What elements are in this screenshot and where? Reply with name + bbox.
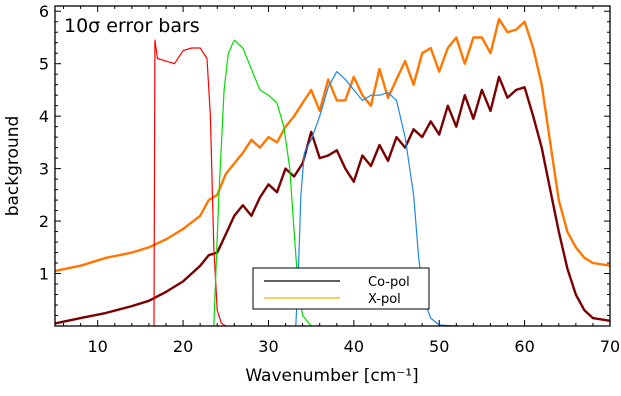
chart-annotation: 10σ error bars [64,15,200,37]
series-line-0 [54,17,611,273]
series-line-2 [153,39,227,327]
legend-label-co-pol: Co-pol [368,275,410,290]
legend-box [252,267,430,310]
y-tick-label: 3 [39,160,49,179]
x-tick-label: 40 [344,337,364,356]
y-tick-label: 1 [39,265,49,284]
x-tick-label: 30 [258,337,278,356]
series-line-3 [213,39,312,327]
x-axis-label: Wavenumber [cm⁻¹] [245,366,418,386]
x-tick-label: 70 [600,337,620,356]
y-tick-label: 5 [39,55,49,74]
y-tick-label: 4 [39,107,49,126]
legend: Co-pol X-pol [252,267,430,310]
plot-frame [54,5,611,327]
y-tick-label: 6 [39,2,49,21]
x-tick-label: 10 [88,337,108,356]
x-tick-label: 50 [429,337,449,356]
legend-label-x-pol: X-pol [368,292,401,307]
ticks-layer: 10 20 30 40 50 60 70 1 2 3 4 5 6 [39,2,620,356]
y-axis-label: background [3,116,23,217]
y-tick-label: 2 [39,212,49,231]
x-tick-label: 60 [514,337,534,356]
x-tick-label: 20 [173,337,193,356]
series-layer [54,17,611,327]
